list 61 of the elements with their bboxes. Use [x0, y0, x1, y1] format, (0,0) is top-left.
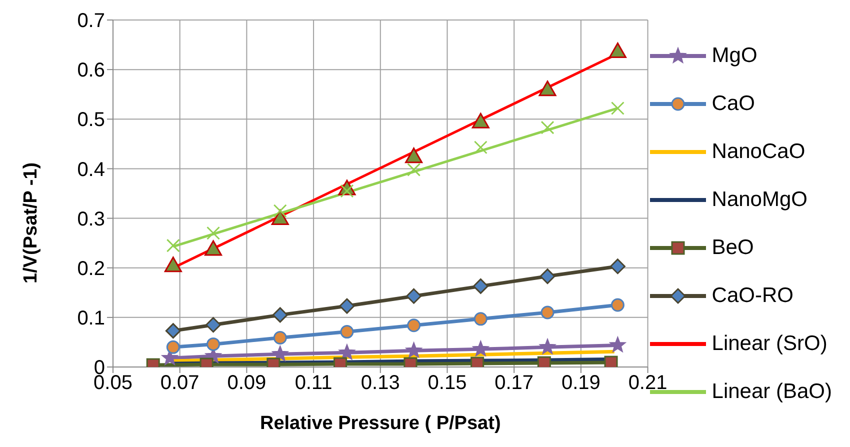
point: [610, 258, 626, 274]
point: [406, 342, 422, 358]
point: [540, 306, 554, 320]
x-tick-label: 0.19: [561, 372, 600, 394]
point: [407, 318, 421, 332]
point: [166, 238, 180, 252]
x-tick-label: 0.07: [160, 372, 200, 394]
legend-label: MgO: [712, 44, 758, 68]
x-tick-label: 0.15: [428, 372, 467, 394]
point: [472, 278, 488, 294]
point: [608, 42, 626, 58]
legend-label: NanoMgO: [712, 188, 808, 212]
point: [338, 344, 356, 360]
point: [540, 120, 554, 134]
point: [204, 240, 222, 256]
x-tick-label: 0.17: [494, 372, 534, 394]
y-tick-label: 0.5: [77, 109, 105, 132]
point: [472, 112, 490, 128]
legend-label: Linear (BaO): [712, 380, 832, 404]
point: [474, 140, 488, 154]
point: [340, 325, 354, 339]
point: [610, 298, 624, 312]
y-tick-label: 0.6: [77, 60, 105, 82]
point: [406, 288, 422, 304]
x-tick-label: 0.09: [227, 372, 266, 394]
y-tick-label: 0.7: [77, 10, 105, 32]
x-tick-label: 0.13: [360, 372, 400, 394]
x-tick-label: 0.11: [294, 372, 332, 394]
point: [610, 101, 624, 115]
point: [540, 268, 556, 284]
x-tick-label: 0.21: [628, 372, 668, 394]
point: [273, 331, 287, 345]
y-tick-label: 0.2: [77, 258, 105, 280]
point: [405, 148, 423, 164]
point: [272, 346, 288, 362]
legend-label: CaO: [712, 92, 755, 116]
point: [610, 336, 626, 352]
legend-label: Linear (SrO): [712, 332, 828, 356]
point: [272, 307, 288, 323]
point: [407, 162, 421, 176]
point: [604, 356, 618, 367]
point: [271, 210, 289, 226]
point: [538, 80, 556, 96]
y-tick-label: 0.4: [77, 158, 105, 181]
point: [206, 226, 220, 240]
y-tick-label: 0.3: [77, 208, 105, 230]
y-tick-label: 0.1: [77, 308, 105, 330]
point: [339, 298, 355, 314]
point: [164, 256, 182, 272]
point: [206, 337, 220, 351]
legend-label: BeO: [712, 236, 754, 260]
point: [472, 340, 489, 356]
point: [474, 312, 488, 326]
point: [165, 323, 181, 339]
x-axis-title: Relative Pressure ( P/Psat): [260, 413, 501, 434]
y-axis-title: 1/V(Psat/P -1): [20, 162, 42, 284]
legend-label: CaO-RO: [712, 284, 794, 308]
point: [166, 340, 180, 354]
point: [539, 338, 556, 354]
point: [206, 317, 222, 333]
legend-label: NanoCaO: [712, 140, 806, 164]
